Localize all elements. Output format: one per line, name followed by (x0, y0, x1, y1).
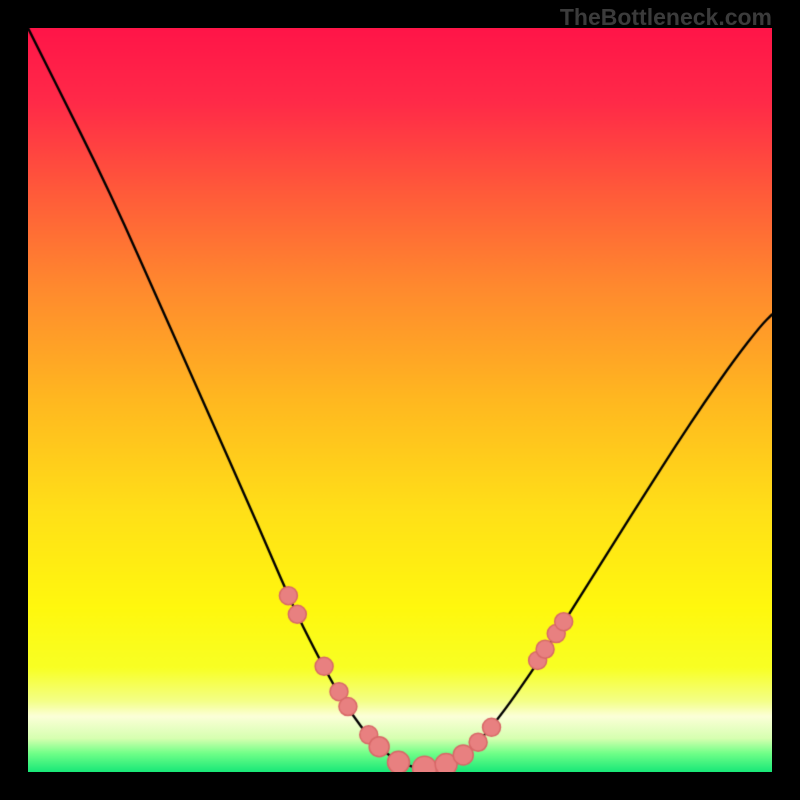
bottleneck-chart (28, 28, 772, 772)
watermark-text: TheBottleneck.com (560, 4, 772, 31)
chart-stage: TheBottleneck.com (0, 0, 800, 800)
